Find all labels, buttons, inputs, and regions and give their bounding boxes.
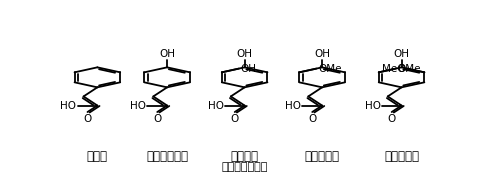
Text: O: O xyxy=(308,114,316,124)
Text: OH: OH xyxy=(394,49,409,59)
Text: 桂皮酸: 桂皮酸 xyxy=(87,150,108,163)
Text: HO: HO xyxy=(130,100,146,111)
Text: O: O xyxy=(153,114,162,124)
Text: フェルラ酸: フェルラ酸 xyxy=(304,150,340,163)
Text: O: O xyxy=(388,114,396,124)
Text: シナピン酸: シナピン酸 xyxy=(384,150,419,163)
Text: O: O xyxy=(230,114,239,124)
Text: MeO: MeO xyxy=(382,64,406,74)
Text: パラクマル酸: パラクマル酸 xyxy=(146,150,188,163)
Text: カフェ酸: カフェ酸 xyxy=(230,150,258,163)
Text: OH: OH xyxy=(241,64,257,74)
Text: HO: HO xyxy=(208,100,224,111)
Text: （コーヒー酸）: （コーヒー酸） xyxy=(222,162,268,172)
Text: OH: OH xyxy=(236,49,252,59)
Text: OMe: OMe xyxy=(318,64,342,74)
Text: OH: OH xyxy=(314,49,330,59)
Text: HO: HO xyxy=(285,100,301,111)
Text: OH: OH xyxy=(159,49,175,59)
Text: O: O xyxy=(84,114,92,124)
Text: HO: HO xyxy=(364,100,380,111)
Text: OMe: OMe xyxy=(398,64,421,74)
Text: HO: HO xyxy=(60,100,76,111)
